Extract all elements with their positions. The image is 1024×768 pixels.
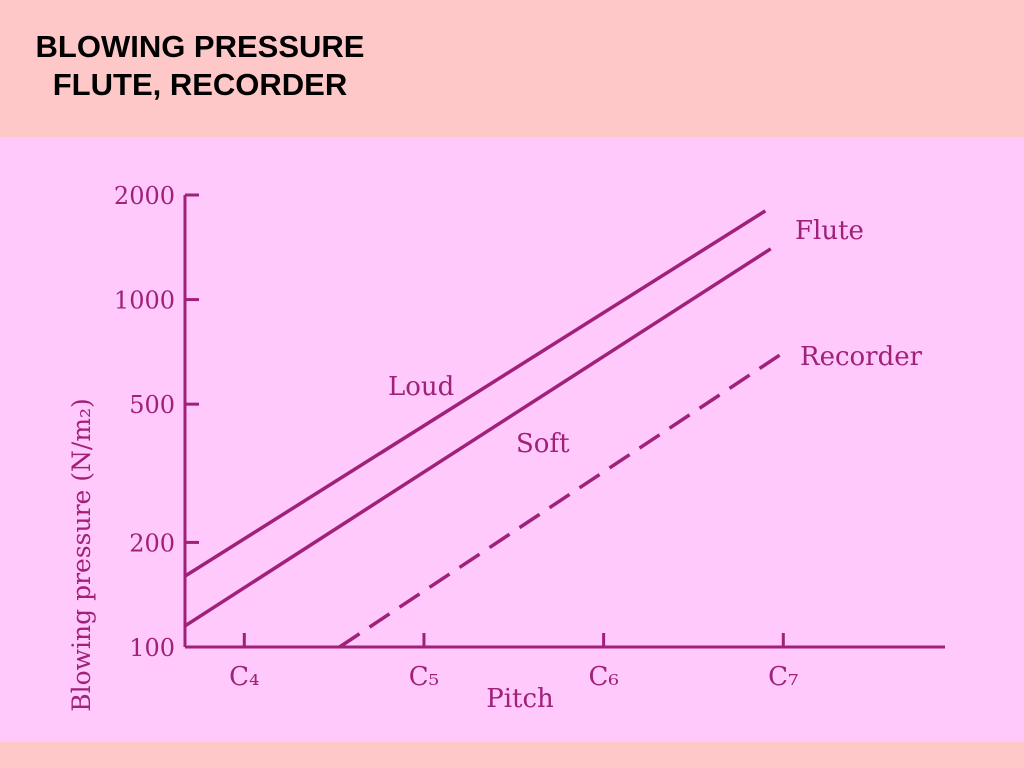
x-tick-label: C₇ xyxy=(768,662,798,692)
y-tick-label: 100 xyxy=(129,634,175,662)
y-tick-label: 1000 xyxy=(114,287,175,315)
x-tick-label: C₄ xyxy=(229,662,259,692)
chart-series xyxy=(184,209,790,649)
y-tick-label: 200 xyxy=(129,529,175,557)
slide-title: BLOWING PRESSURE FLUTE, RECORDER xyxy=(0,28,400,104)
x-axis-label: Pitch xyxy=(486,684,554,714)
slide-title-line-2: FLUTE, RECORDER xyxy=(52,67,348,102)
x-tick-label: C₆ xyxy=(588,662,618,692)
blowing-pressure-chart: 100 200 500 1000 2000 C₄ C₅ C₆ C₇ Blowing pressu… xyxy=(67,182,945,714)
series-line-loud xyxy=(184,209,767,578)
y-axis-label: Blowing pressure (N/m₂) xyxy=(67,398,96,712)
y-tick-label: 2000 xyxy=(114,182,175,210)
annotation-flute: Flute xyxy=(795,216,864,246)
bottom-strip xyxy=(0,742,1024,768)
chart-labels: Blowing pressure (N/m₂) Pitch Flute Loud… xyxy=(67,216,923,714)
y-tick-label: 500 xyxy=(129,391,175,419)
slide-title-line-1: BLOWING PRESSURE xyxy=(35,29,365,64)
annotation-recorder: Recorder xyxy=(800,342,923,372)
chart-panel: 100 200 500 1000 2000 C₄ C₅ C₆ C₇ Blowing pressu… xyxy=(0,137,1024,742)
annotation-loud: Loud xyxy=(388,372,454,402)
annotation-soft: Soft xyxy=(516,429,570,459)
series-line-soft xyxy=(184,247,772,628)
series-line-recorder xyxy=(338,347,790,649)
x-tick-label: C₅ xyxy=(409,662,439,692)
chart-axes: 100 200 500 1000 2000 C₄ C₅ C₆ C₇ xyxy=(114,182,945,692)
